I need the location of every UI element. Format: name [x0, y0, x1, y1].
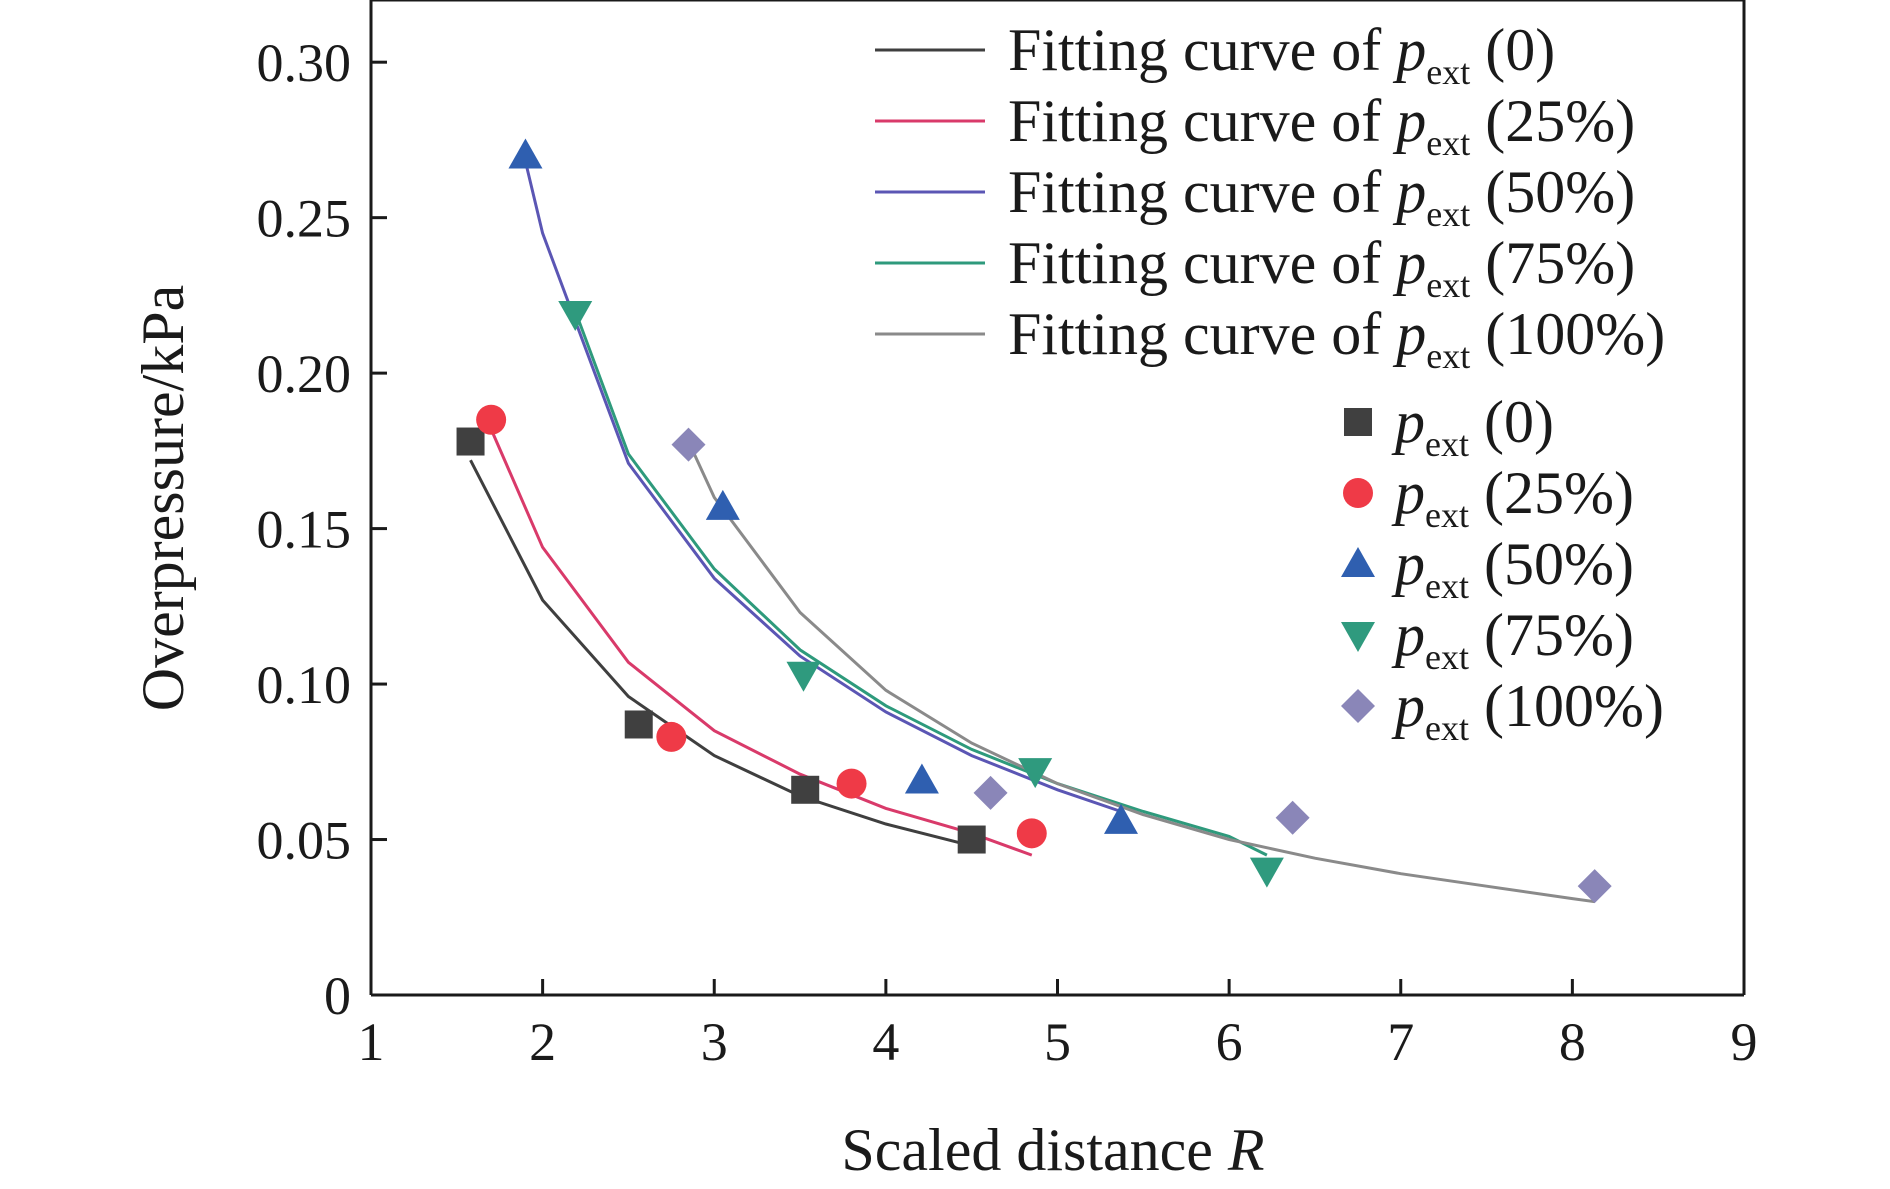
data-point-circle: [836, 768, 867, 799]
data-point-diamond: [1577, 869, 1612, 904]
y-tick-label: 0.30: [257, 33, 352, 93]
legend-marker-label: pext (100%): [1391, 673, 1664, 748]
data-point-square: [624, 710, 653, 739]
legend-marker-diamond: [1341, 689, 1375, 723]
legend-marker-triangle-down: [1341, 622, 1375, 652]
y-tick-label: 0.05: [257, 811, 352, 871]
y-axis-title: Overpressure/kPa: [130, 285, 196, 712]
x-tick-label: 5: [1044, 1012, 1071, 1072]
data-point-circle: [656, 721, 687, 752]
y-tick-label: 0: [324, 966, 351, 1026]
legend-fit-label: Fitting curve of pext (100%): [1008, 301, 1665, 376]
y-tick-label: 0.25: [257, 189, 352, 249]
y-tick-label: 0.20: [257, 344, 352, 404]
data-point-triangle-down: [786, 661, 821, 692]
x-axis-title: Scaled distance R: [841, 1117, 1264, 1183]
data-point-square: [957, 825, 986, 854]
data-point-circle: [1016, 818, 1047, 849]
y-tick-label: 0.10: [257, 655, 352, 715]
x-tick-label: 4: [872, 1012, 899, 1072]
data-point-square: [791, 775, 820, 804]
data-point-triangle-up: [508, 138, 543, 169]
data-point-triangle-down: [558, 301, 593, 332]
legend-fit-label: Fitting curve of pext (0): [1008, 17, 1555, 92]
x-tick-label: 3: [701, 1012, 728, 1072]
data-point-circle: [476, 404, 507, 435]
data-point-diamond: [671, 427, 706, 462]
data-point-triangle-up: [705, 489, 740, 520]
legend-marker-label: pext (0): [1391, 389, 1554, 464]
x-tick-label: 2: [529, 1012, 556, 1072]
x-tick-label: 9: [1731, 1012, 1758, 1072]
x-ticks: 1 2 3 4 5 6 7 8 9: [358, 979, 1758, 1072]
data-point-square: [456, 427, 485, 456]
legend-markers: pext (0)pext (25%)pext (50%)pext (75%)pe…: [1341, 389, 1664, 748]
legend-marker-label: pext (75%): [1391, 602, 1634, 677]
legend-fit-label: Fitting curve of pext (75%): [1008, 230, 1635, 305]
legend-marker-square: [1344, 408, 1372, 436]
legend-marker-circle: [1343, 478, 1373, 508]
fit-curve-0: [469, 459, 973, 848]
legend-marker-label: pext (50%): [1391, 531, 1634, 606]
data-point-triangle-up: [904, 763, 939, 794]
legend-fit-curves: Fitting curve of pext (0)Fitting curve o…: [875, 17, 1665, 376]
fit-curve-3: [573, 310, 1268, 857]
data-point-triangle-down: [1249, 857, 1284, 888]
x-tick-label: 6: [1216, 1012, 1243, 1072]
data-point-diamond: [1275, 800, 1310, 835]
x-tick-label: 8: [1559, 1012, 1586, 1072]
data-point-diamond: [973, 775, 1008, 810]
fit-curve-1: [489, 428, 1033, 857]
legend-fit-label: Fitting curve of pext (50%): [1008, 159, 1635, 234]
legend-marker-triangle-up: [1341, 547, 1375, 577]
data-point-triangle-down: [1018, 758, 1053, 789]
legend-fit-label: Fitting curve of pext (25%): [1008, 88, 1635, 163]
y-ticks: 0 0.05 0.10 0.15 0.20 0.25 0.30: [257, 33, 387, 1026]
fit-curve-4: [687, 440, 1595, 904]
data-markers: [456, 138, 1612, 904]
legend-marker-label: pext (25%): [1391, 460, 1634, 535]
x-tick-label: 7: [1387, 1012, 1414, 1072]
data-point-triangle-up: [1104, 803, 1139, 834]
y-tick-label: 0.15: [257, 500, 352, 560]
x-tick-label: 1: [358, 1012, 385, 1072]
